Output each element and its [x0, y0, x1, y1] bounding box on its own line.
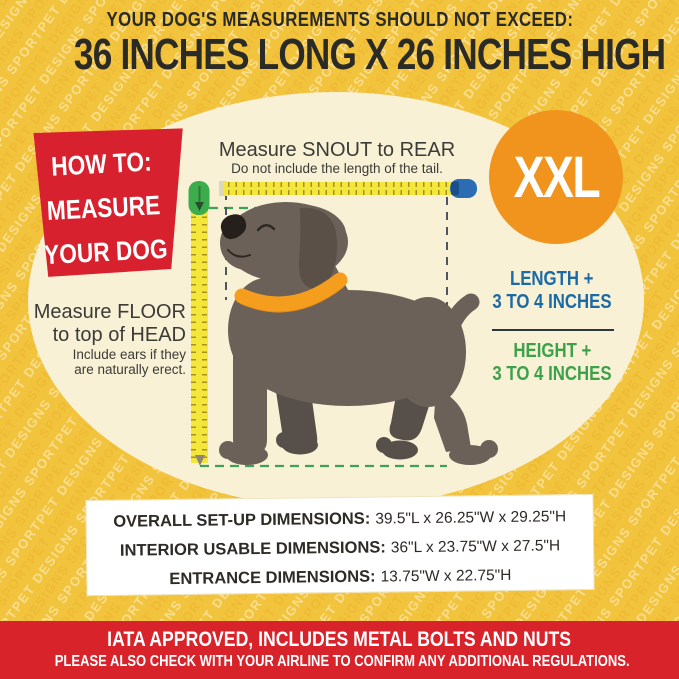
rule-divider — [492, 329, 614, 331]
dimension-row-interior: INTERIOR USABLE DIMENSIONS: 36"L x 23.75"… — [87, 531, 593, 566]
badge-line-1: HOW TO: — [50, 146, 153, 182]
height-rule-line-2: 3 TO 4 INCHES — [492, 363, 612, 385]
how-to-badge: HOW TO: MEASURE YOUR DOG — [33, 128, 183, 277]
footer-banner: IATA APPROVED, INCLUDES METAL BOLTS AND … — [0, 621, 679, 679]
floor-note-line-1: Measure FLOOR — [33, 301, 186, 323]
length-rule: LENGTH + 3 TO 4 INCHES — [479, 268, 625, 314]
floor-note-line-3: Include ears if they — [72, 347, 186, 362]
dimension-value: 13.75"W x 22.75"H — [380, 566, 512, 586]
floor-note-line-2: to top of HEAD — [52, 324, 186, 346]
badge-line-2: MEASURE — [46, 190, 162, 226]
floor-to-head-note: Measure FLOOR to top of HEAD Include ear… — [22, 301, 186, 377]
dimension-label: INTERIOR USABLE DIMENSIONS: — [119, 538, 386, 560]
header-subtitle-text: YOUR DOG'S MEASUREMENTS SHOULD NOT EXCEE… — [106, 9, 573, 31]
snout-note-title: Measure SNOUT to REAR — [218, 139, 456, 161]
footer-line-1: IATA APPROVED, INCLUDES METAL BOLTS AND … — [107, 628, 572, 651]
length-rule-line-2: 3 TO 4 INCHES — [492, 291, 612, 313]
height-rule-line-1: HEIGHT + — [513, 340, 591, 362]
dimensions-box: OVERALL SET-UP DIMENSIONS: 39.5"L x 26.25… — [85, 493, 595, 597]
footer-line-2: PLEASE ALSO CHECK WITH YOUR AIRLINE TO C… — [54, 653, 630, 670]
dimension-value: 36"L x 23.75"W x 27.5"H — [390, 537, 561, 557]
height-rule: HEIGHT + 3 TO 4 INCHES — [479, 340, 625, 386]
badge-line-3: YOUR DOG — [43, 233, 169, 271]
dimension-label: OVERALL SET-UP DIMENSIONS: — [113, 509, 371, 531]
size-badge-label: XXL — [513, 144, 600, 210]
header-subtitle: YOUR DOG'S MEASUREMENTS SHOULD NOT EXCEE… — [0, 9, 679, 32]
dimension-row-entrance: ENTRANCE DIMENSIONS: 13.75"W x 22.75"H — [87, 560, 593, 595]
snout-note-subtitle: Do not include the length of the tail. — [231, 161, 443, 176]
size-badge-xxl: XXL — [489, 110, 623, 244]
floor-note-line-4: are naturally erect. — [74, 362, 186, 377]
header-title: 36 INCHES LONG X 26 INCHES HIGH — [0, 30, 679, 80]
dimension-value: 39.5"L x 26.25"W x 29.25"H — [375, 508, 567, 528]
length-rule-line-1: LENGTH + — [510, 268, 594, 290]
header-title-text: 36 INCHES LONG X 26 INCHES HIGH — [73, 30, 666, 79]
dimension-label: ENTRANCE DIMENSIONS: — [169, 567, 376, 589]
snout-to-rear-note: Measure SNOUT to REAR Do not include the… — [206, 139, 468, 177]
